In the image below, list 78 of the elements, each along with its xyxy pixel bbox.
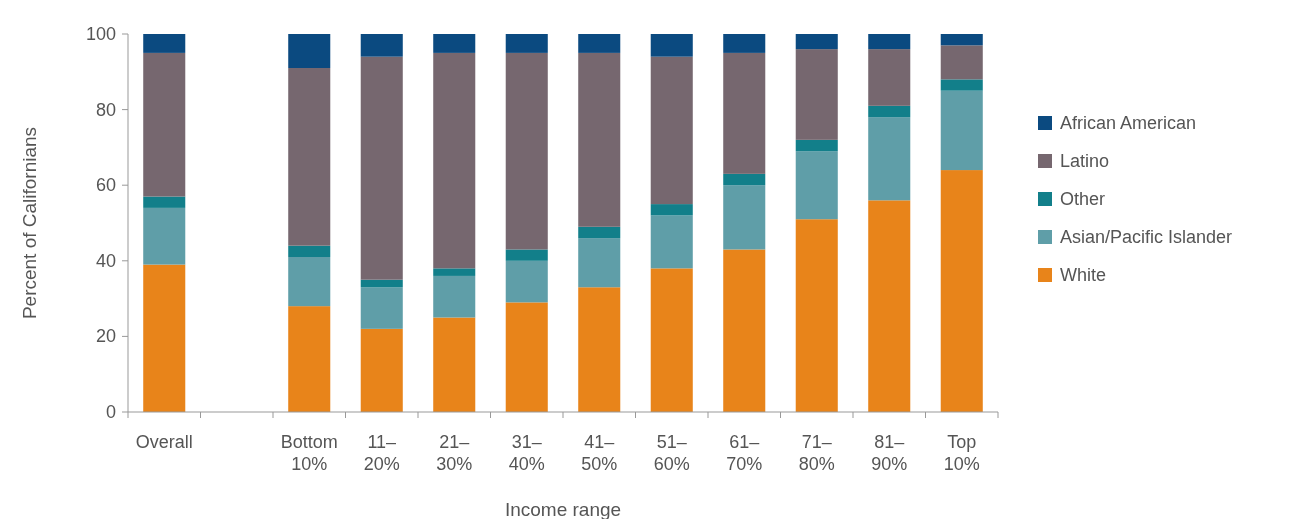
y-tick-label: 20 <box>95 326 116 347</box>
x-tick-label: 31–40% <box>508 432 545 474</box>
bar <box>795 139 838 152</box>
legend-label: White <box>1060 265 1107 285</box>
bar <box>360 56 403 280</box>
bar <box>360 328 403 412</box>
x-tick-label: 71–80% <box>798 432 835 474</box>
bar <box>795 219 838 412</box>
bar <box>288 34 331 69</box>
x-tick-label: 41–50% <box>581 432 618 474</box>
x-tick-label: 81–90% <box>871 432 908 474</box>
bar <box>433 317 476 412</box>
bar <box>723 52 766 174</box>
bar <box>795 34 838 50</box>
bar <box>360 279 403 288</box>
bar <box>650 34 693 57</box>
bar <box>868 105 911 118</box>
legend-label: African American <box>1060 113 1197 133</box>
bar <box>650 56 693 205</box>
bar <box>360 34 403 57</box>
bar <box>868 117 911 201</box>
bar <box>433 52 476 269</box>
bar <box>868 34 911 50</box>
bar <box>723 173 766 186</box>
bar <box>143 52 186 197</box>
bar <box>288 257 331 307</box>
bar <box>940 34 983 46</box>
bar <box>288 245 331 258</box>
y-tick-label: 40 <box>95 250 116 271</box>
bar <box>143 207 186 265</box>
y-tick-label: 0 <box>105 402 116 422</box>
bar <box>868 49 911 106</box>
bar <box>143 264 186 412</box>
x-tick-label: Top 10% <box>943 432 980 474</box>
bar <box>795 151 838 220</box>
y-tick-label: 60 <box>95 175 116 196</box>
bar <box>433 34 476 53</box>
bar <box>578 287 621 412</box>
legend-label: Other <box>1060 189 1106 209</box>
bar <box>578 52 621 227</box>
bar <box>433 275 476 318</box>
bar <box>650 204 693 216</box>
bar <box>578 34 621 53</box>
bar <box>940 90 983 171</box>
bar <box>723 185 766 250</box>
bar <box>578 238 621 288</box>
bar <box>288 68 331 246</box>
bar <box>505 34 548 53</box>
bar <box>795 49 838 140</box>
x-tick-label: 61–70% <box>726 432 763 474</box>
bar <box>723 34 766 53</box>
bar <box>505 302 548 412</box>
y-tick-label: 80 <box>95 99 116 120</box>
x-tick-label: Bottom 10% <box>280 432 338 474</box>
x-tick-label: 51–60% <box>653 432 690 474</box>
legend-label: Latino <box>1060 151 1110 171</box>
legend-label: Asian/Pacific Islander <box>1060 227 1233 247</box>
bar <box>505 52 548 250</box>
y-axis-title: Percent of Californians <box>19 126 40 320</box>
bar <box>650 268 693 412</box>
bar <box>505 260 548 303</box>
bar <box>505 249 548 261</box>
bar <box>578 226 621 239</box>
bar <box>433 268 476 276</box>
bar <box>360 287 403 329</box>
bar <box>940 45 983 80</box>
bar <box>723 249 766 412</box>
bar <box>650 215 693 269</box>
bar <box>940 170 983 412</box>
bar <box>143 196 186 208</box>
bar <box>868 200 911 412</box>
bar <box>940 79 983 91</box>
y-tick-label: 100 <box>85 24 116 44</box>
bar <box>288 306 331 412</box>
x-tick-label: Overall <box>135 432 193 452</box>
x-tick-label: 21–30% <box>436 432 473 474</box>
bar <box>143 34 186 53</box>
x-tick-label: 11–20% <box>363 432 400 474</box>
